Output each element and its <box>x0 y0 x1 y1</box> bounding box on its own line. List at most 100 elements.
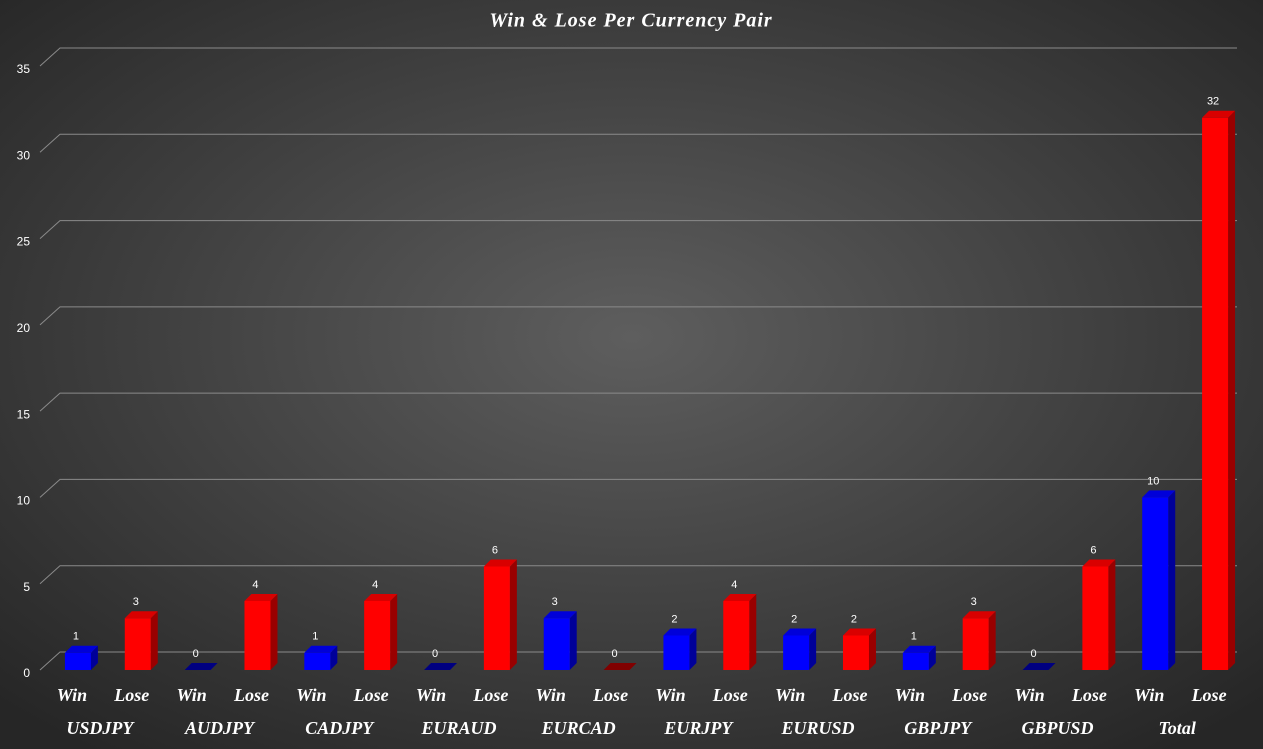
bar-side <box>270 593 278 670</box>
bar-side <box>1228 110 1236 671</box>
bar-top <box>1022 663 1056 670</box>
data-label: 4 <box>252 579 258 591</box>
plot-area: 05101520253035USDJPYWin1Lose3AUDJPYWin0L… <box>17 47 1237 738</box>
bar <box>1082 566 1109 670</box>
bar <box>1142 497 1169 670</box>
bar <box>64 652 91 670</box>
bar-top <box>1142 490 1176 498</box>
bar-top <box>842 628 876 636</box>
grid-line <box>39 392 1237 412</box>
bar <box>783 635 810 670</box>
data-label: 2 <box>851 613 857 625</box>
bar-top <box>1082 559 1116 567</box>
bar-top <box>64 645 98 653</box>
bar-side <box>90 645 98 670</box>
bar-side <box>1168 490 1176 670</box>
x-tick-label: Lose <box>712 685 748 705</box>
group-label: EURAUD <box>420 718 496 738</box>
grid-line <box>39 220 1237 239</box>
data-label: 3 <box>971 596 977 608</box>
bar-top <box>902 645 936 653</box>
grid-line <box>39 306 1237 326</box>
grid-line <box>39 133 1237 153</box>
bar-top <box>962 611 996 619</box>
bar-side <box>868 628 876 670</box>
grid-line <box>39 565 1237 585</box>
bar-top <box>543 611 577 619</box>
bar-top <box>663 628 697 636</box>
x-tick-label: Lose <box>951 685 987 705</box>
bar-top <box>603 663 637 670</box>
y-tick-label: 25 <box>17 235 31 249</box>
data-label: 1 <box>911 631 917 643</box>
bar <box>364 600 391 670</box>
x-tick-label: Win <box>655 685 685 705</box>
bar-top <box>124 611 158 619</box>
group-label: EURJPY <box>663 718 734 738</box>
bar <box>244 600 271 670</box>
bar-side <box>330 645 338 670</box>
y-tick-label: 30 <box>17 148 31 162</box>
data-label: 0 <box>1030 648 1036 660</box>
bar-top <box>364 593 398 601</box>
bar-side <box>569 611 577 670</box>
x-tick-label: Lose <box>113 685 149 705</box>
data-label: 10 <box>1147 475 1159 487</box>
bar <box>902 652 929 670</box>
group-label: GBPUSD <box>1021 718 1093 738</box>
chart-title: Win & Lose Per Currency Pair <box>489 10 772 32</box>
group-label: USDJPY <box>66 718 135 738</box>
group-label: Total <box>1158 718 1195 738</box>
bar <box>723 600 750 670</box>
data-label: 3 <box>133 596 139 608</box>
data-label: 1 <box>312 631 318 643</box>
bar <box>483 566 510 670</box>
x-tick-label: Lose <box>592 685 628 705</box>
data-label: 2 <box>791 613 797 625</box>
group-label: CADJPY <box>305 718 375 738</box>
x-tick-label: Lose <box>233 685 269 705</box>
data-label: 32 <box>1207 96 1219 108</box>
bar <box>962 618 989 670</box>
bar-side <box>928 645 936 670</box>
data-label: 0 <box>193 648 199 660</box>
bar <box>304 652 331 670</box>
bar-top <box>1202 110 1236 118</box>
bar-side <box>509 559 517 670</box>
x-tick-label: Win <box>1134 685 1164 705</box>
bar-top <box>304 645 338 653</box>
data-label: 3 <box>552 596 558 608</box>
y-tick-label: 10 <box>17 494 31 508</box>
bar-side <box>390 593 398 670</box>
bar-side <box>689 628 697 670</box>
data-label: 6 <box>492 544 498 556</box>
group-label: EURCAD <box>541 718 616 738</box>
bar <box>124 618 151 670</box>
bar <box>1202 117 1229 671</box>
data-label: 0 <box>432 648 438 660</box>
bar-top <box>184 663 218 670</box>
group-label: EURUSD <box>781 718 855 738</box>
y-tick-label: 20 <box>17 321 31 335</box>
bar-top <box>424 663 458 670</box>
bar-side <box>1108 559 1116 670</box>
x-tick-label: Lose <box>472 685 508 705</box>
x-tick-label: Win <box>775 685 805 705</box>
group-label: AUDJPY <box>184 718 256 738</box>
x-tick-label: Win <box>895 685 925 705</box>
y-tick-label: 0 <box>23 666 30 680</box>
bar-top <box>483 559 517 567</box>
bar <box>663 635 690 670</box>
data-label: 2 <box>671 613 677 625</box>
x-tick-label: Lose <box>1071 685 1107 705</box>
x-tick-label: Win <box>1014 685 1044 705</box>
bar-side <box>809 628 817 670</box>
x-tick-label: Lose <box>831 685 867 705</box>
group-label: GBPJPY <box>904 718 973 738</box>
x-tick-label: Win <box>296 685 326 705</box>
bar-side <box>150 611 158 670</box>
bar-top <box>244 593 278 601</box>
data-label: 4 <box>731 579 737 591</box>
